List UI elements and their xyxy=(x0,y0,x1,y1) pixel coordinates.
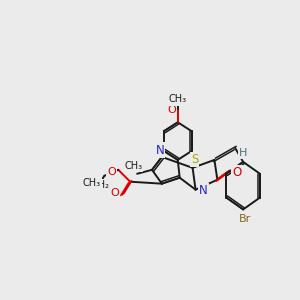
Text: O: O xyxy=(110,188,119,198)
Text: H: H xyxy=(239,148,247,158)
Text: CH₃: CH₃ xyxy=(169,94,187,104)
Text: Br: Br xyxy=(239,214,251,224)
Text: CH₂: CH₂ xyxy=(92,180,110,190)
Text: CH₃: CH₃ xyxy=(124,161,142,171)
Text: O: O xyxy=(167,105,176,116)
Text: CH₃: CH₃ xyxy=(82,178,100,188)
Text: O: O xyxy=(232,166,242,179)
Text: N: N xyxy=(199,184,208,197)
Text: Br: Br xyxy=(237,216,249,226)
Text: O: O xyxy=(107,167,116,177)
Text: S: S xyxy=(191,153,198,167)
Text: N: N xyxy=(155,143,164,157)
